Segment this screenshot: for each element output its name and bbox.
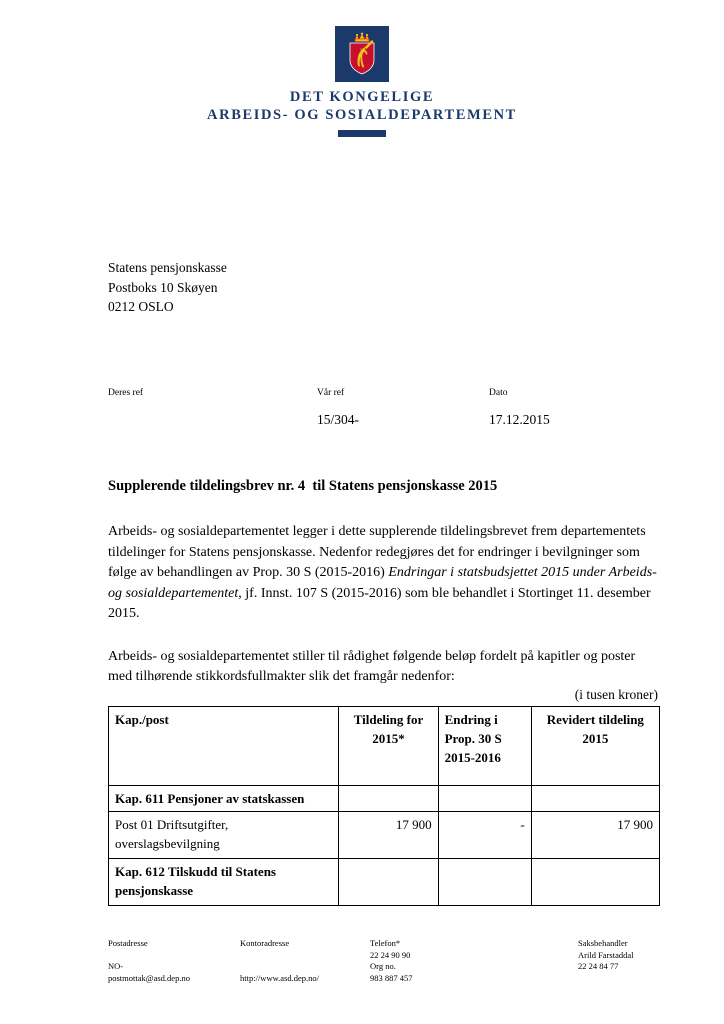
footer-postadresse: Postadresse NO- postmottak@asd.dep.no [108, 938, 190, 984]
paragraph-1-part-1: Arbeids- og sosialdepartementet legger i… [108, 524, 646, 580]
recipient-line-2: Postboks 10 Skøyen [108, 279, 218, 295]
row-label: Kap. 611 Pensjoner av statskassen [107, 785, 340, 812]
table-header-row: Kap./post Tildeling for 2015* Endring i … [107, 706, 661, 786]
recipient-line-1: Statens pensjonskasse [108, 260, 227, 275]
norwegian-coat-of-arms-icon [335, 26, 389, 82]
footer-kontoradresse-url[interactable]: http://www.asd.dep.no/ [240, 972, 320, 983]
document-body: Arbeids- og sosialdepartementet legger i… [108, 522, 660, 710]
footer-orgno-label: Org no. [370, 961, 396, 971]
row-revidert [530, 785, 661, 812]
row-tildeling [338, 858, 439, 906]
column-header-revidert: Revidert tildeling 2015 [530, 706, 661, 786]
row-revidert: 17 900 [530, 811, 661, 859]
column-header-tildeling: Tildeling for 2015* [338, 706, 439, 786]
footer-telefon-value: 22 24 90 90 [370, 949, 411, 960]
row-endring: - [437, 811, 532, 859]
allocation-table: Kap./post Tildeling for 2015* Endring i … [107, 706, 661, 906]
footer-saksbehandler-name: Arild Farstaddal [578, 949, 634, 960]
row-tildeling: 17 900 [338, 811, 439, 859]
footer-postadresse-line-2[interactable]: postmottak@asd.dep.no [108, 972, 190, 983]
paragraph-1: Arbeids- og sosialdepartementet legger i… [108, 522, 660, 625]
value-var-ref: 15/304- [317, 412, 359, 427]
row-label: Post 01 Driftsutgifter, overslagsbevilgn… [107, 811, 340, 859]
letterhead-rule [338, 130, 386, 137]
letterhead-line-1: DET KONGELIGE [289, 89, 435, 105]
row-endring [437, 785, 532, 812]
footer-kontoradresse: Kontoradresse http://www.asd.dep.no/ [240, 938, 319, 984]
column-header-kap-post: Kap./post [107, 706, 340, 786]
column-header-endring: Endring i Prop. 30 S 2015-2016 [437, 706, 532, 786]
paragraph-1-part-2: , jf. Innst. 107 S (2015-2016) som ble b… [108, 585, 651, 622]
footer-telefon: Telefon* 22 24 90 90 Org no. 983 887 457 [370, 938, 413, 984]
footer-postadresse-line-1: NO- [108, 961, 124, 971]
row-tildeling [338, 785, 439, 812]
label-deres-ref: Deres ref [108, 388, 144, 398]
label-dato: Dato [489, 388, 508, 398]
table-row: Kap. 611 Pensjoner av statskassen [107, 785, 661, 812]
recipient-address: Statens pensjonskasse Postboks 10 Skøyen… [108, 258, 227, 317]
footer-orgno-value: 983 887 457 [370, 972, 413, 983]
document-title: Supplerende tildelingsbrev nr. 4 til Sta… [108, 478, 498, 494]
table-row: Kap. 612 Tilskudd til Statens pensjonska… [107, 858, 661, 906]
recipient-line-3: 0212 OSLO [108, 299, 174, 314]
reference-values: 15/304- 17.12.2015 [108, 412, 660, 431]
page-footer: Postadresse NO- postmottak@asd.dep.no Ko… [108, 938, 660, 998]
reference-labels: Deres ref Vår ref Dato [108, 388, 660, 407]
row-revidert [530, 858, 661, 906]
table-row: Post 01 Driftsutgifter, overslagsbevilgn… [107, 811, 661, 859]
label-var-ref: Vår ref [317, 388, 345, 398]
paragraph-2: Arbeids- og sosialdepartementet stiller … [108, 648, 636, 685]
table-caption-unit: (i tusen kroner) [574, 687, 658, 702]
footer-saksbehandler-label: Saksbehandler [578, 938, 628, 948]
letterhead-line-2: ARBEIDS- OG SOSIALDEPARTEMENT [207, 107, 517, 123]
footer-spacer [108, 950, 190, 962]
footer-saksbehandler-phone: 22 24 84 77 [578, 961, 619, 971]
letterhead: DET KONGELIGE ARBEIDS- OG SOSIALDEPARTEM… [0, 26, 724, 137]
footer-postadresse-label: Postadresse [108, 938, 148, 948]
footer-spacer [240, 950, 319, 962]
letterhead-text: DET KONGELIGE ARBEIDS- OG SOSIALDEPARTEM… [207, 89, 517, 124]
footer-telefon-label: Telefon* [370, 938, 401, 948]
value-dato: 17.12.2015 [489, 412, 550, 427]
paragraph-1-italic-citation: Endringar i statsbudsjettet 2015 under A… [108, 565, 657, 601]
reference-block: Deres ref Vår ref Dato 15/304- 17.12.201… [108, 388, 660, 431]
allocation-table-wrap: (i tusen kroner) Kap./post Tildeling for… [107, 686, 661, 906]
row-endring [437, 858, 532, 906]
row-label: Kap. 612 Tilskudd til Statens pensjonska… [107, 858, 340, 906]
footer-kontoradresse-label: Kontoradresse [240, 938, 290, 948]
footer-saksbehandler: Saksbehandler Arild Farstaddal 22 24 84 … [578, 938, 633, 973]
footer-spacer [240, 961, 319, 973]
